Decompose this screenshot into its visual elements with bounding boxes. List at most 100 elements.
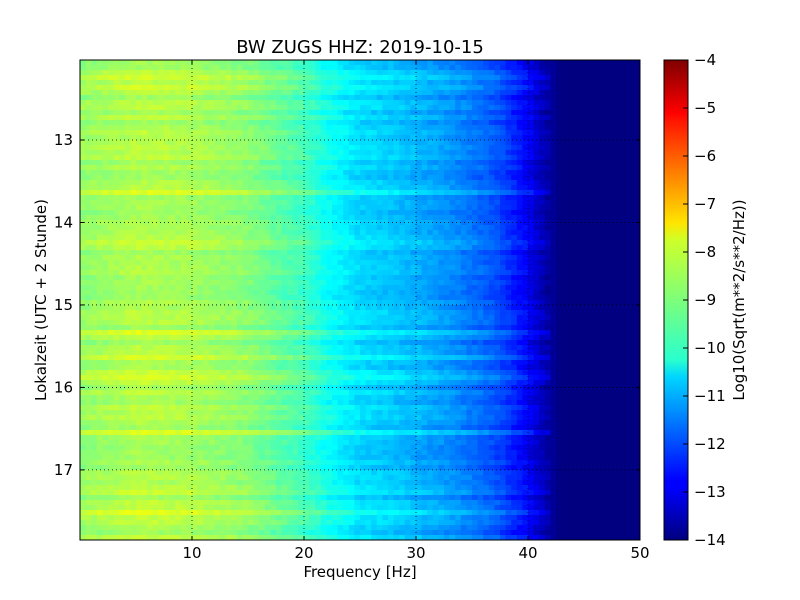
heatmap-cell	[393, 300, 400, 306]
heatmap-cell	[427, 250, 434, 256]
heatmap-cell	[494, 70, 501, 76]
heatmap-cell	[315, 155, 322, 161]
heatmap-cell	[561, 195, 568, 201]
heatmap-cell	[623, 230, 630, 236]
heatmap-cell	[556, 190, 563, 196]
heatmap-cell	[578, 130, 585, 136]
heatmap-cell	[404, 165, 411, 171]
heatmap-cell	[404, 80, 411, 86]
heatmap-cell	[326, 230, 333, 236]
heatmap-cell	[141, 275, 148, 281]
heatmap-cell	[460, 280, 467, 286]
heatmap-cell	[186, 265, 193, 271]
heatmap-cell	[444, 110, 451, 116]
heatmap-cell	[472, 125, 479, 131]
heatmap-cell	[399, 285, 406, 291]
heatmap-cell	[270, 200, 277, 206]
heatmap-cell	[617, 280, 624, 286]
heatmap-cell	[376, 200, 383, 206]
heatmap-cell	[410, 280, 417, 286]
heatmap-cell	[354, 160, 361, 166]
heatmap-cell	[449, 150, 456, 156]
heatmap-cell	[516, 210, 523, 216]
heatmap-cell	[528, 235, 535, 241]
heatmap-cell	[572, 290, 579, 296]
heatmap-cell	[158, 245, 165, 251]
heatmap-cell	[96, 205, 103, 211]
heatmap-cell	[113, 180, 120, 186]
heatmap-cell	[533, 175, 540, 181]
heatmap-cell	[158, 100, 165, 106]
heatmap-cell	[220, 165, 227, 171]
heatmap-cell	[561, 280, 568, 286]
heatmap-cell	[505, 260, 512, 266]
heatmap-cell	[393, 205, 400, 211]
heatmap-cell	[572, 270, 579, 276]
heatmap-cell	[494, 75, 501, 81]
heatmap-cell	[550, 220, 557, 226]
heatmap-cell	[628, 285, 635, 291]
heatmap-cell	[320, 120, 327, 126]
heatmap-cell	[360, 75, 367, 81]
heatmap-cell	[483, 220, 490, 226]
heatmap-cell	[354, 195, 361, 201]
heatmap-cell	[220, 140, 227, 146]
heatmap-cell	[634, 140, 640, 146]
heatmap-cell	[388, 210, 395, 216]
heatmap-cell	[589, 305, 596, 311]
heatmap-cell	[180, 95, 187, 101]
heatmap-cell	[186, 140, 193, 146]
heatmap-cell	[388, 145, 395, 151]
heatmap-cell	[628, 160, 635, 166]
heatmap-cell	[192, 220, 199, 226]
heatmap-cell	[141, 130, 148, 136]
heatmap-cell	[455, 220, 462, 226]
heatmap-cell	[197, 290, 204, 296]
heatmap-cell	[606, 195, 613, 201]
heatmap-cell	[203, 280, 210, 286]
heatmap-cell	[197, 260, 204, 266]
heatmap-cell	[595, 245, 602, 251]
heatmap-cell	[522, 280, 529, 286]
heatmap-cell	[343, 155, 350, 161]
heatmap-cell	[427, 130, 434, 136]
heatmap-cell	[595, 90, 602, 96]
heatmap-cell	[399, 205, 406, 211]
heatmap-cell	[595, 270, 602, 276]
heatmap-cell	[242, 190, 249, 196]
heatmap-cell	[371, 150, 378, 156]
heatmap-cell	[550, 160, 557, 166]
heatmap-cell	[595, 95, 602, 101]
heatmap-cell	[91, 185, 98, 191]
heatmap-cell	[606, 260, 613, 266]
heatmap-cell	[130, 235, 137, 241]
heatmap-cell	[455, 245, 462, 251]
heatmap-cell	[147, 145, 154, 151]
heatmap-cell	[444, 185, 451, 191]
heatmap-cell	[108, 295, 115, 301]
heatmap-cell	[180, 195, 187, 201]
heatmap-cell	[550, 65, 557, 71]
heatmap-cell	[483, 255, 490, 261]
heatmap-cell	[600, 245, 607, 251]
heatmap-cell	[231, 60, 238, 66]
heatmap-cell	[119, 90, 126, 96]
heatmap-cell	[595, 190, 602, 196]
heatmap-cell	[287, 100, 294, 106]
heatmap-cell	[606, 60, 613, 66]
heatmap-cell	[584, 95, 591, 101]
heatmap-cell	[528, 130, 535, 136]
heatmap-cell	[421, 75, 428, 81]
heatmap-cell	[477, 160, 484, 166]
heatmap-cell	[315, 230, 322, 236]
heatmap-cell	[393, 165, 400, 171]
heatmap-cell	[343, 280, 350, 286]
heatmap-cell	[320, 240, 327, 246]
heatmap-cell	[365, 295, 372, 301]
heatmap-cell	[180, 210, 187, 216]
heatmap-cell	[332, 65, 339, 71]
heatmap-cell	[600, 185, 607, 191]
heatmap-cell	[477, 245, 484, 251]
heatmap-cell	[292, 295, 299, 301]
heatmap-cell	[292, 270, 299, 276]
